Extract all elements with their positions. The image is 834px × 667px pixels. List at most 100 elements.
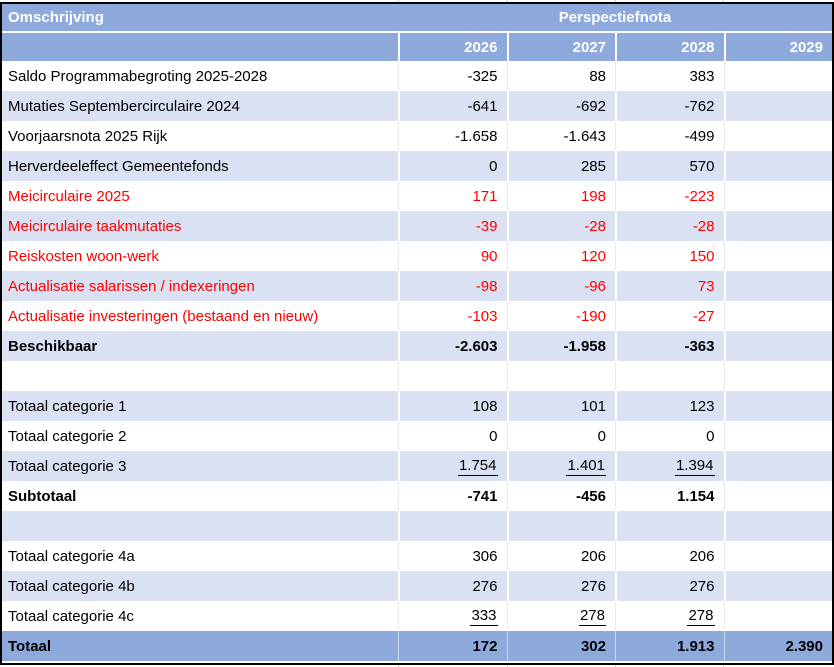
gridline-tick: [398, 665, 399, 667]
value-cell: 276: [506, 571, 616, 601]
row-label: [2, 511, 398, 541]
cell-value: -28: [584, 217, 606, 235]
value-cell: 198: [506, 181, 616, 211]
row-label: Saldo Programmabegroting 2025-2028: [8, 67, 268, 85]
value-cell: -1.958: [506, 331, 616, 361]
value-cell: [723, 121, 833, 151]
value-cell: -641: [398, 91, 507, 121]
value-cell: 206: [615, 541, 724, 571]
cell-value: 570: [689, 157, 715, 175]
table-row: Totaal 172 302 1.913 2.390: [2, 631, 832, 661]
value-cell: -692: [506, 91, 616, 121]
header-years-spacer: [2, 33, 398, 61]
cell-value: -363: [684, 337, 715, 355]
header-group-title: Perspectiefnota: [558, 9, 672, 26]
header-year-2027: 2027: [506, 33, 616, 61]
cell-value: 123: [689, 397, 715, 415]
table-row: Reiskosten woon-werk 90 120 150: [2, 241, 832, 271]
row-label: Meicirculaire taakmutaties: [8, 217, 182, 235]
table-row: Saldo Programmabegroting 2025-2028 -325 88…: [2, 61, 832, 91]
cell-value: -1.658: [454, 127, 498, 145]
cell-value: 120: [580, 247, 606, 265]
value-cell: -28: [506, 211, 616, 241]
header-year-2026: 2026: [398, 33, 507, 61]
cell-value: 90: [480, 247, 498, 265]
table-row: Herverdeeleffect Gemeentefonds 0 285 570: [2, 151, 832, 181]
value-cell: [615, 511, 724, 541]
row-label: Totaal categorie 4c: [8, 607, 134, 625]
cell-value: 171: [472, 187, 498, 205]
value-cell: [723, 421, 833, 451]
value-cell: [506, 361, 616, 391]
row-label: Voorjaarsnota 2025 Rijk: [8, 127, 168, 145]
value-cell: -456: [506, 481, 616, 511]
row-label: Meicirculaire 2025: [8, 187, 130, 205]
value-cell: 150: [615, 241, 724, 271]
value-cell: 278: [506, 601, 616, 631]
value-cell: [723, 361, 833, 391]
value-cell: 1.754: [398, 451, 507, 481]
row-label: Mutaties Septembercirculaire 2024: [8, 97, 240, 115]
value-cell: -190: [506, 301, 616, 331]
cell-value: 108: [472, 397, 498, 415]
value-cell: [615, 361, 724, 391]
cell-value: -103: [467, 307, 498, 325]
value-cell: 88: [506, 61, 616, 91]
cell-value: -190: [575, 307, 606, 325]
value-cell: 101: [506, 391, 616, 421]
table-row: Totaal categorie 4b 276 276 276: [2, 571, 832, 601]
header-year-2029: 2029: [723, 33, 833, 61]
value-cell: 306: [398, 541, 507, 571]
cell-value: -499: [684, 127, 715, 145]
cell-value: 73: [697, 277, 715, 295]
cell-value: 383: [689, 67, 715, 85]
cell-value: 0: [706, 427, 715, 445]
table-row: Subtotaal -741 -456 1.154: [2, 481, 832, 511]
row-label: [2, 361, 398, 391]
value-cell: 276: [615, 571, 724, 601]
value-cell: 171: [398, 181, 507, 211]
cell-value: -28: [692, 217, 715, 235]
value-cell: 0: [398, 421, 507, 451]
table-row: Beschikbaar -2.603 -1.958 -363: [2, 331, 832, 361]
value-cell: -741: [398, 481, 507, 511]
cell-value: 285: [580, 157, 606, 175]
value-cell: -98: [398, 271, 507, 301]
table-row: Mutaties Septembercirculaire 2024 -641 -69…: [2, 91, 832, 121]
cell-value: 276: [689, 577, 715, 595]
cell-value: 278: [687, 606, 715, 626]
value-cell: [723, 91, 833, 121]
value-cell: 570: [615, 151, 724, 181]
value-cell: [723, 511, 833, 541]
value-cell: [723, 241, 833, 271]
cell-value: 0: [489, 157, 498, 175]
value-cell: -27: [615, 301, 724, 331]
value-cell: [723, 601, 833, 631]
value-cell: -1.643: [506, 121, 616, 151]
row-label: Totaal categorie 1: [8, 397, 127, 415]
value-cell: 0: [615, 421, 724, 451]
cell-value: 278: [578, 606, 606, 626]
row-label: Totaal categorie 3: [8, 457, 127, 475]
value-cell: 302: [506, 631, 616, 661]
cell-value: 333: [470, 606, 498, 626]
cell-value: 172: [472, 637, 498, 655]
top-adjacent-cells-sliver: [0, 0, 834, 2]
gridline-tick: [615, 665, 616, 667]
cell-value: -741: [467, 487, 498, 505]
table-body: Saldo Programmabegroting 2025-2028 -325 88…: [2, 61, 832, 663]
value-cell: [723, 541, 833, 571]
cell-value: 88: [589, 67, 606, 85]
value-cell: -363: [615, 331, 724, 361]
value-cell: -96: [506, 271, 616, 301]
cell-value: 206: [580, 547, 606, 565]
value-cell: -223: [615, 181, 724, 211]
row-label: Actualisatie investeringen (bestaand en …: [8, 307, 319, 325]
value-cell: [723, 271, 833, 301]
cell-value: -762: [684, 97, 715, 115]
cell-value: -1.958: [563, 337, 606, 355]
row-label: Subtotaal: [8, 487, 77, 505]
row-label: Totaal categorie 4a: [8, 547, 135, 565]
table-row: Totaal categorie 3 1.754 1.401 1.394: [2, 451, 832, 481]
